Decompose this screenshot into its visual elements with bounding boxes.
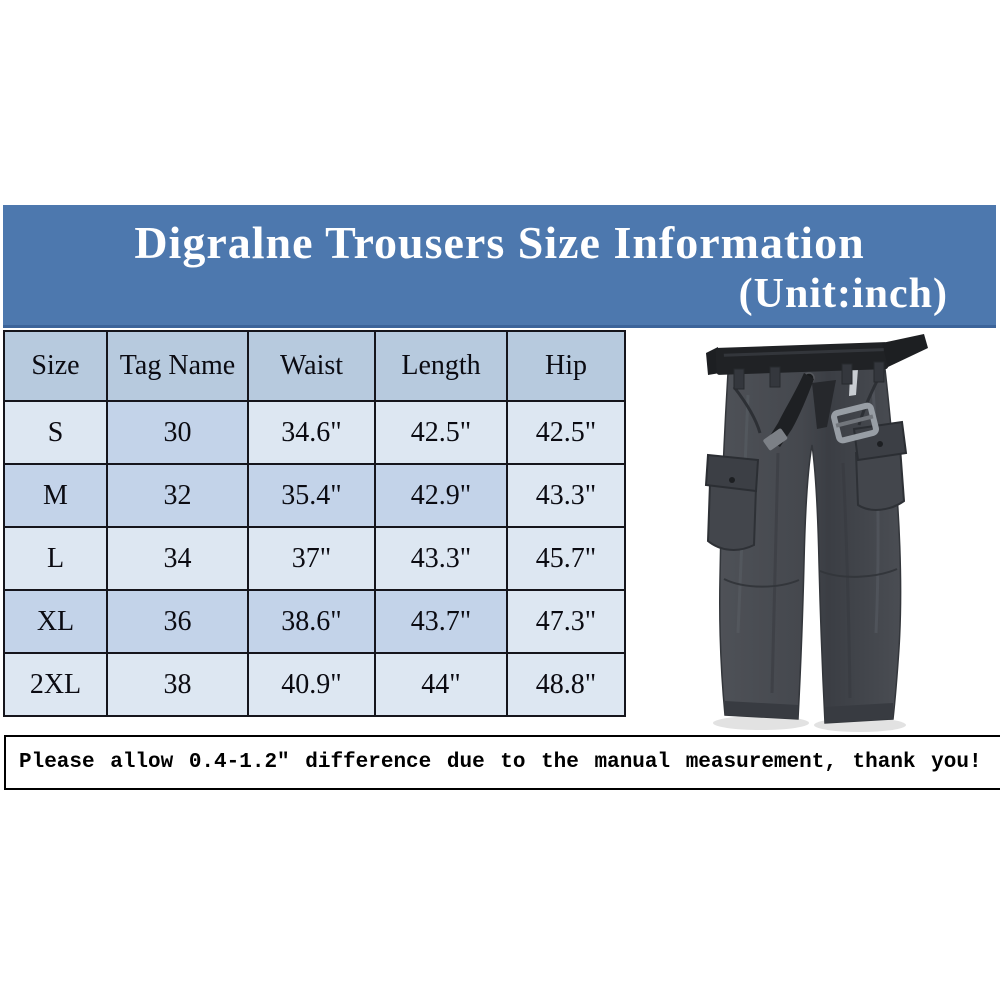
trousers-image xyxy=(704,334,928,732)
fly-opening xyxy=(812,380,836,429)
measurement-note: Please allow 0.4-1.2″ difference due to … xyxy=(4,735,1000,790)
metal-buckle xyxy=(831,402,879,444)
table-row-l: L 34 37" 43.3" 45.7" xyxy=(3,526,626,591)
column-header-tag-name: Tag Name xyxy=(106,330,249,402)
cell-size: S xyxy=(3,400,108,465)
cell-tag-name: 30 xyxy=(106,400,249,465)
cell-length: 43.3" xyxy=(374,526,508,591)
cell-tag-name: 36 xyxy=(106,589,249,654)
column-header-length: Length xyxy=(374,330,508,402)
title-banner: Digralne Trousers Size Information (Unit… xyxy=(3,205,996,328)
cell-waist: 35.4" xyxy=(247,463,376,528)
cell-waist: 37" xyxy=(247,526,376,591)
size-table: Size Tag Name Waist Length Hip S 30 34.6… xyxy=(3,330,626,717)
page-title: Digralne Trousers Size Information xyxy=(134,217,865,268)
cell-hip: 42.5" xyxy=(506,400,626,465)
cell-tag-name: 32 xyxy=(106,463,249,528)
hand-pocket-left xyxy=(732,386,762,434)
cell-hip: 45.7" xyxy=(506,526,626,591)
column-header-size: Size xyxy=(3,330,108,402)
table-header-row: Size Tag Name Waist Length Hip xyxy=(3,330,626,402)
cell-length: 42.5" xyxy=(374,400,508,465)
cell-length: 43.7" xyxy=(374,589,508,654)
table-row-s: S 30 34.6" 42.5" 42.5" xyxy=(3,400,626,465)
pants-body xyxy=(718,360,902,724)
cell-waist: 38.6" xyxy=(247,589,376,654)
cell-tag-name: 34 xyxy=(106,526,249,591)
cell-waist: 34.6" xyxy=(247,400,376,465)
measurement-note-text: Please allow 0.4-1.2″ difference due to … xyxy=(19,751,982,774)
belt-tail xyxy=(768,373,814,447)
table-row-xl: XL 36 38.6" 43.7" 47.3" xyxy=(3,589,626,654)
cell-size: L xyxy=(3,526,108,591)
cell-size: 2XL xyxy=(3,652,108,717)
cell-length: 42.9" xyxy=(374,463,508,528)
cargo-pocket-right xyxy=(854,445,906,511)
cell-hip: 47.3" xyxy=(506,589,626,654)
unit-label: (Unit:inch) xyxy=(738,271,948,317)
cell-waist: 40.9" xyxy=(247,652,376,717)
cell-hip: 48.8" xyxy=(506,652,626,717)
cargo-pocket-left xyxy=(706,481,758,551)
column-header-waist: Waist xyxy=(247,330,376,402)
cell-size: XL xyxy=(3,589,108,654)
cell-tag-name: 38 xyxy=(106,652,249,717)
cell-length: 44" xyxy=(374,652,508,717)
column-header-hip: Hip xyxy=(506,330,626,402)
product-photo xyxy=(628,333,996,735)
table-row-m: M 32 35.4" 42.9" 43.3" xyxy=(3,463,626,528)
cell-hip: 43.3" xyxy=(506,463,626,528)
cell-size: M xyxy=(3,463,108,528)
table-row-2xl: 2XL 38 40.9" 44" 48.8" xyxy=(3,652,626,717)
